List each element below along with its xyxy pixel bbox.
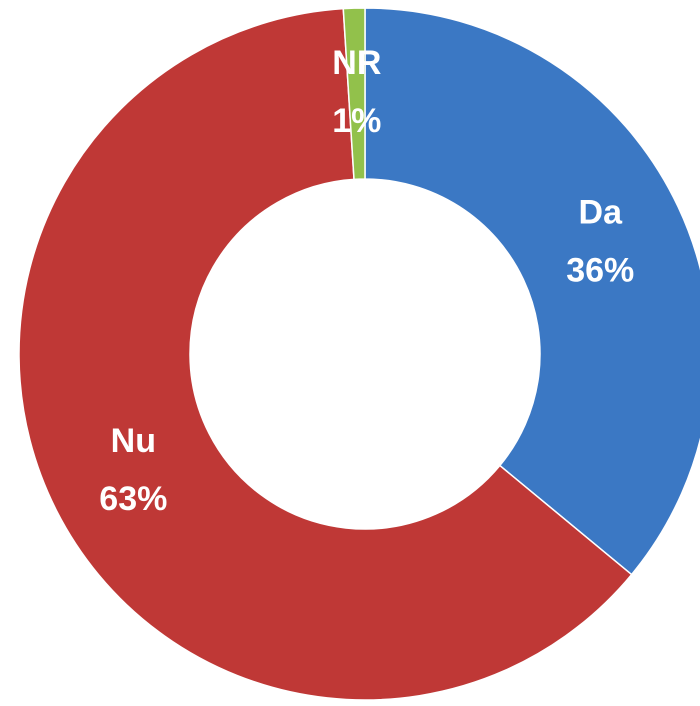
slice-value-label: 1%	[332, 102, 381, 140]
slice-category-label: Da	[579, 193, 624, 231]
donut-slice	[18, 7, 633, 701]
donut-slice	[342, 7, 366, 181]
slice-value-label: 63%	[99, 480, 167, 518]
slice-category-label: NR	[332, 44, 381, 82]
donut-slice	[364, 7, 700, 576]
slice-value-label: 36%	[566, 251, 634, 289]
slice-category-label: Nu	[111, 422, 156, 460]
